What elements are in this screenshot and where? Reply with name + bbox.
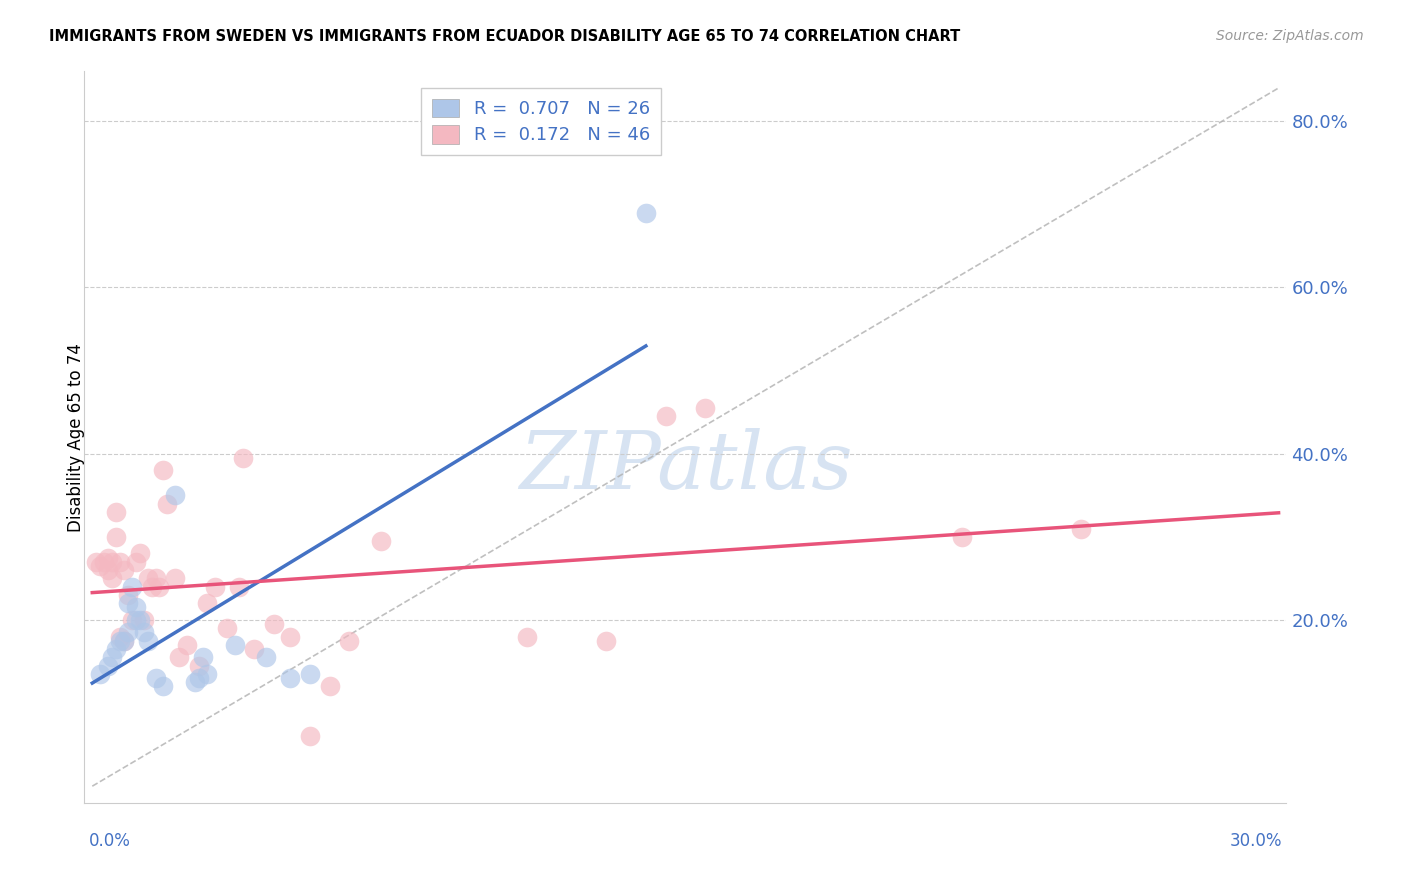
Point	[243, 642, 266, 657]
Point	[105, 642, 128, 657]
Point	[337, 633, 360, 648]
Legend: R =  0.707   N = 26, R =  0.172   N = 46: R = 0.707 N = 26, R = 0.172 N = 46	[422, 87, 661, 155]
Point	[117, 596, 139, 610]
Point	[101, 650, 124, 665]
Point	[132, 613, 155, 627]
Point	[165, 488, 187, 502]
Point	[176, 638, 198, 652]
Point	[1070, 521, 1092, 535]
Point	[125, 613, 148, 627]
Text: ZIPatlas: ZIPatlas	[519, 427, 852, 505]
Point	[204, 580, 226, 594]
Point	[105, 505, 128, 519]
Point	[128, 613, 150, 627]
Point	[298, 667, 321, 681]
Point	[128, 546, 150, 560]
Point	[145, 571, 167, 585]
Point	[97, 563, 120, 577]
Point	[117, 625, 139, 640]
Point	[634, 205, 657, 219]
Point	[263, 617, 285, 632]
Point	[108, 555, 131, 569]
Point	[125, 600, 148, 615]
Point	[152, 680, 174, 694]
Point	[654, 409, 676, 424]
Point	[121, 613, 143, 627]
Y-axis label: Disability Age 65 to 74: Disability Age 65 to 74	[67, 343, 84, 532]
Point	[108, 633, 131, 648]
Point	[184, 675, 207, 690]
Point	[141, 580, 163, 594]
Point	[195, 596, 218, 610]
Point	[156, 497, 179, 511]
Point	[89, 558, 111, 573]
Point	[188, 658, 211, 673]
Point	[112, 633, 135, 648]
Point	[695, 401, 717, 415]
Point	[298, 729, 321, 743]
Text: 30.0%: 30.0%	[1230, 832, 1282, 850]
Point	[84, 555, 107, 569]
Point	[318, 680, 340, 694]
Point	[228, 580, 250, 594]
Point	[950, 530, 973, 544]
Point	[191, 650, 214, 665]
Text: 0.0%: 0.0%	[89, 832, 131, 850]
Point	[165, 571, 187, 585]
Point	[215, 621, 238, 635]
Point	[278, 671, 301, 685]
Point	[101, 571, 124, 585]
Point	[145, 671, 167, 685]
Point	[195, 667, 218, 681]
Point	[224, 638, 246, 652]
Point	[188, 671, 211, 685]
Text: IMMIGRANTS FROM SWEDEN VS IMMIGRANTS FROM ECUADOR DISABILITY AGE 65 TO 74 CORREL: IMMIGRANTS FROM SWEDEN VS IMMIGRANTS FRO…	[49, 29, 960, 44]
Text: Source: ZipAtlas.com: Source: ZipAtlas.com	[1216, 29, 1364, 43]
Point	[136, 633, 159, 648]
Point	[105, 530, 128, 544]
Point	[278, 630, 301, 644]
Point	[108, 630, 131, 644]
Point	[101, 555, 124, 569]
Point	[254, 650, 277, 665]
Point	[152, 463, 174, 477]
Point	[136, 571, 159, 585]
Point	[148, 580, 170, 594]
Point	[112, 633, 135, 648]
Point	[112, 563, 135, 577]
Point	[169, 650, 191, 665]
Point	[117, 588, 139, 602]
Point	[125, 555, 148, 569]
Point	[231, 450, 254, 465]
Point	[121, 580, 143, 594]
Point	[132, 625, 155, 640]
Point	[93, 555, 115, 569]
Point	[595, 633, 617, 648]
Point	[370, 533, 392, 548]
Point	[516, 630, 538, 644]
Point	[97, 550, 120, 565]
Point	[97, 658, 120, 673]
Point	[89, 667, 111, 681]
